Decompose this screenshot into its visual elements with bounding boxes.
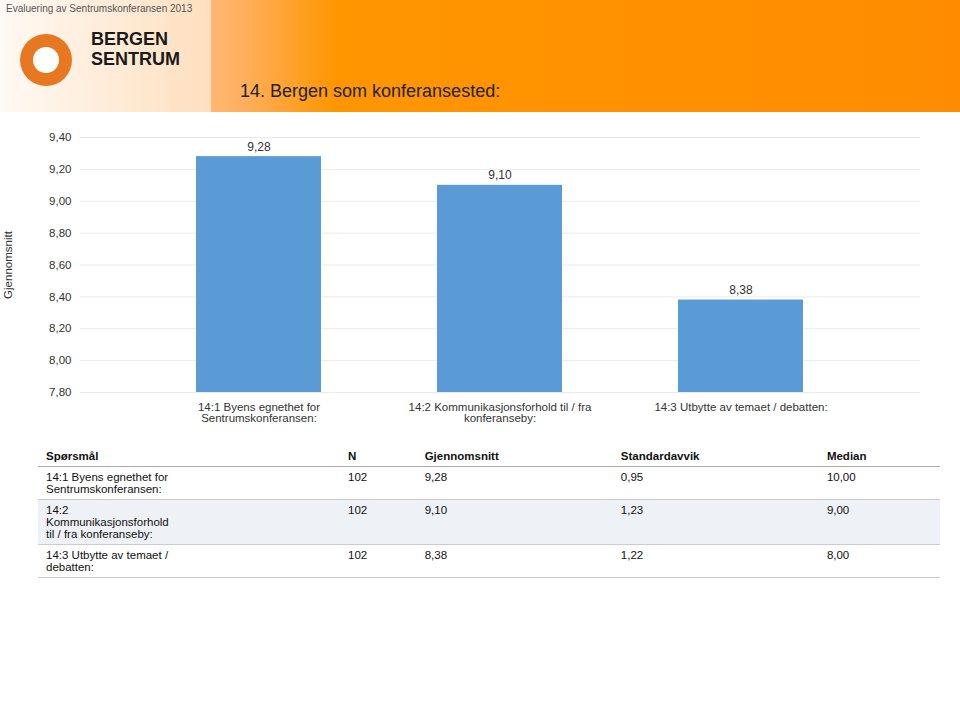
svg-text:8,20: 8,20: [49, 322, 71, 334]
svg-text:14:3 Utbytte av temaet / debat: 14:3 Utbytte av temaet / debatten:: [654, 401, 827, 413]
svg-text:14:2 Kommunikasjonsforhold til: 14:2 Kommunikasjonsforhold til / frakonf…: [409, 401, 592, 425]
svg-text:9,00: 9,00: [49, 195, 71, 207]
html-text:102: 102: [348, 504, 368, 516]
svg-text:8,38: 8,38: [729, 283, 753, 297]
svg-text:8,40: 8,40: [49, 291, 71, 303]
html-text:BERGEN SENTRUM: BERGEN SENTRUM: [91, 29, 180, 69]
html-text:Standardavvik: Standardavvik: [620, 450, 700, 462]
html-text:8,00: 8,00: [826, 549, 850, 561]
svg-text:Gjennomsnitt: Gjennomsnitt: [2, 230, 14, 299]
html-text:9,00: 9,00: [826, 504, 850, 516]
html-text:102: 102: [348, 549, 368, 561]
html-text:8,38: 8,38: [424, 549, 447, 561]
svg-text:9,10: 9,10: [488, 168, 512, 182]
html-text:14:1 Byens egnethet for Sentru: 14:1 Byens egnethet for Sentrumskonferan…: [46, 471, 169, 495]
html-text:Median: Median: [826, 450, 867, 462]
svg-text:9,28: 9,28: [247, 140, 271, 154]
svg-text:8,60: 8,60: [49, 259, 71, 271]
html-text:Spørsmål: Spørsmål: [46, 450, 99, 462]
svg-text:9,40: 9,40: [49, 131, 71, 143]
svg-text:7,80: 7,80: [49, 386, 71, 398]
html-text:9,10: 9,10: [424, 504, 447, 516]
html-text:9,28: 9,28: [424, 471, 447, 483]
svg-text:14:1 Byens egnethet forSentrum: 14:1 Byens egnethet forSentrumskonferans…: [198, 401, 320, 425]
svg-text:8,00: 8,00: [49, 354, 71, 366]
html-text:N: N: [348, 450, 357, 462]
html-text:10,00: 10,00: [826, 471, 856, 483]
html-text:102: 102: [348, 471, 368, 483]
html-text:Evaluering av Sentrumskonferan: Evaluering av Sentrumskonferansen 2013: [6, 3, 193, 14]
html-text:14. Bergen som konferansested:: 14. Bergen som konferansested:: [240, 81, 501, 101]
html-text:14:3 Utbytte av temaet / debat: 14:3 Utbytte av temaet / debatten:: [46, 549, 169, 573]
html-text:1,22: 1,22: [620, 549, 644, 561]
html-text:14:2 Kommunikasjonsforhold til: 14:2 Kommunikasjonsforhold til / fra kon…: [46, 504, 169, 540]
svg-text:9,20: 9,20: [49, 163, 71, 175]
html-text:0,95: 0,95: [620, 471, 644, 483]
svg-text:8,80: 8,80: [49, 227, 71, 239]
html-text:1,23: 1,23: [620, 504, 644, 516]
html-text:Gjennomsnitt: Gjennomsnitt: [424, 450, 499, 462]
